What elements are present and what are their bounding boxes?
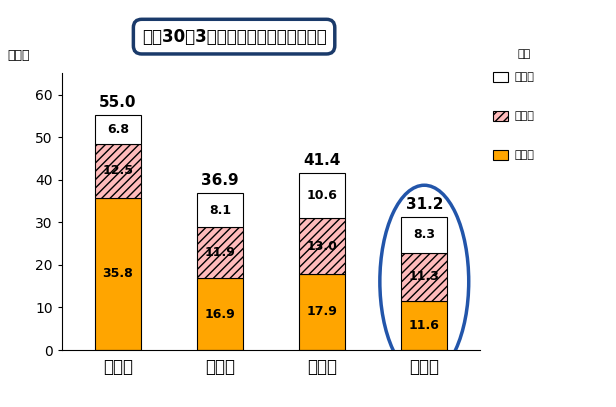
Text: （％）: （％） bbox=[7, 49, 30, 62]
Text: 11.9: 11.9 bbox=[205, 246, 235, 259]
Bar bbox=[95, 116, 141, 144]
Bar bbox=[95, 144, 141, 197]
Text: 16.9: 16.9 bbox=[205, 308, 235, 321]
Text: 11.6: 11.6 bbox=[409, 319, 440, 332]
Text: 8.3: 8.3 bbox=[413, 228, 436, 241]
Text: 17.9: 17.9 bbox=[307, 305, 338, 318]
Bar bbox=[95, 197, 141, 350]
Bar bbox=[401, 301, 447, 350]
Text: 11.3: 11.3 bbox=[409, 270, 440, 283]
Bar bbox=[299, 219, 345, 274]
Bar bbox=[401, 252, 447, 301]
Bar bbox=[197, 278, 243, 350]
Bar bbox=[197, 228, 243, 278]
Text: ３年目: ３年目 bbox=[514, 72, 534, 82]
Text: 合計: 合計 bbox=[517, 49, 531, 59]
Text: 10.6: 10.6 bbox=[307, 189, 338, 202]
Text: ２年目: ２年目 bbox=[514, 111, 534, 121]
Text: 35.8: 35.8 bbox=[102, 267, 133, 280]
Bar bbox=[299, 274, 345, 350]
Text: 12.5: 12.5 bbox=[102, 164, 133, 177]
Text: 6.8: 6.8 bbox=[107, 123, 129, 136]
Text: 55.0: 55.0 bbox=[99, 95, 137, 110]
Text: １年目: １年目 bbox=[514, 150, 534, 160]
Text: 36.9: 36.9 bbox=[201, 173, 239, 188]
Text: 31.2: 31.2 bbox=[405, 197, 443, 212]
Text: 41.4: 41.4 bbox=[304, 153, 341, 168]
Bar bbox=[299, 173, 345, 219]
Bar bbox=[401, 217, 447, 252]
Text: 平成30年3月新規学卒就職者の離職率: 平成30年3月新規学卒就職者の離職率 bbox=[142, 28, 326, 46]
Bar bbox=[197, 193, 243, 228]
Text: 13.0: 13.0 bbox=[307, 240, 338, 253]
Text: 8.1: 8.1 bbox=[209, 204, 231, 217]
